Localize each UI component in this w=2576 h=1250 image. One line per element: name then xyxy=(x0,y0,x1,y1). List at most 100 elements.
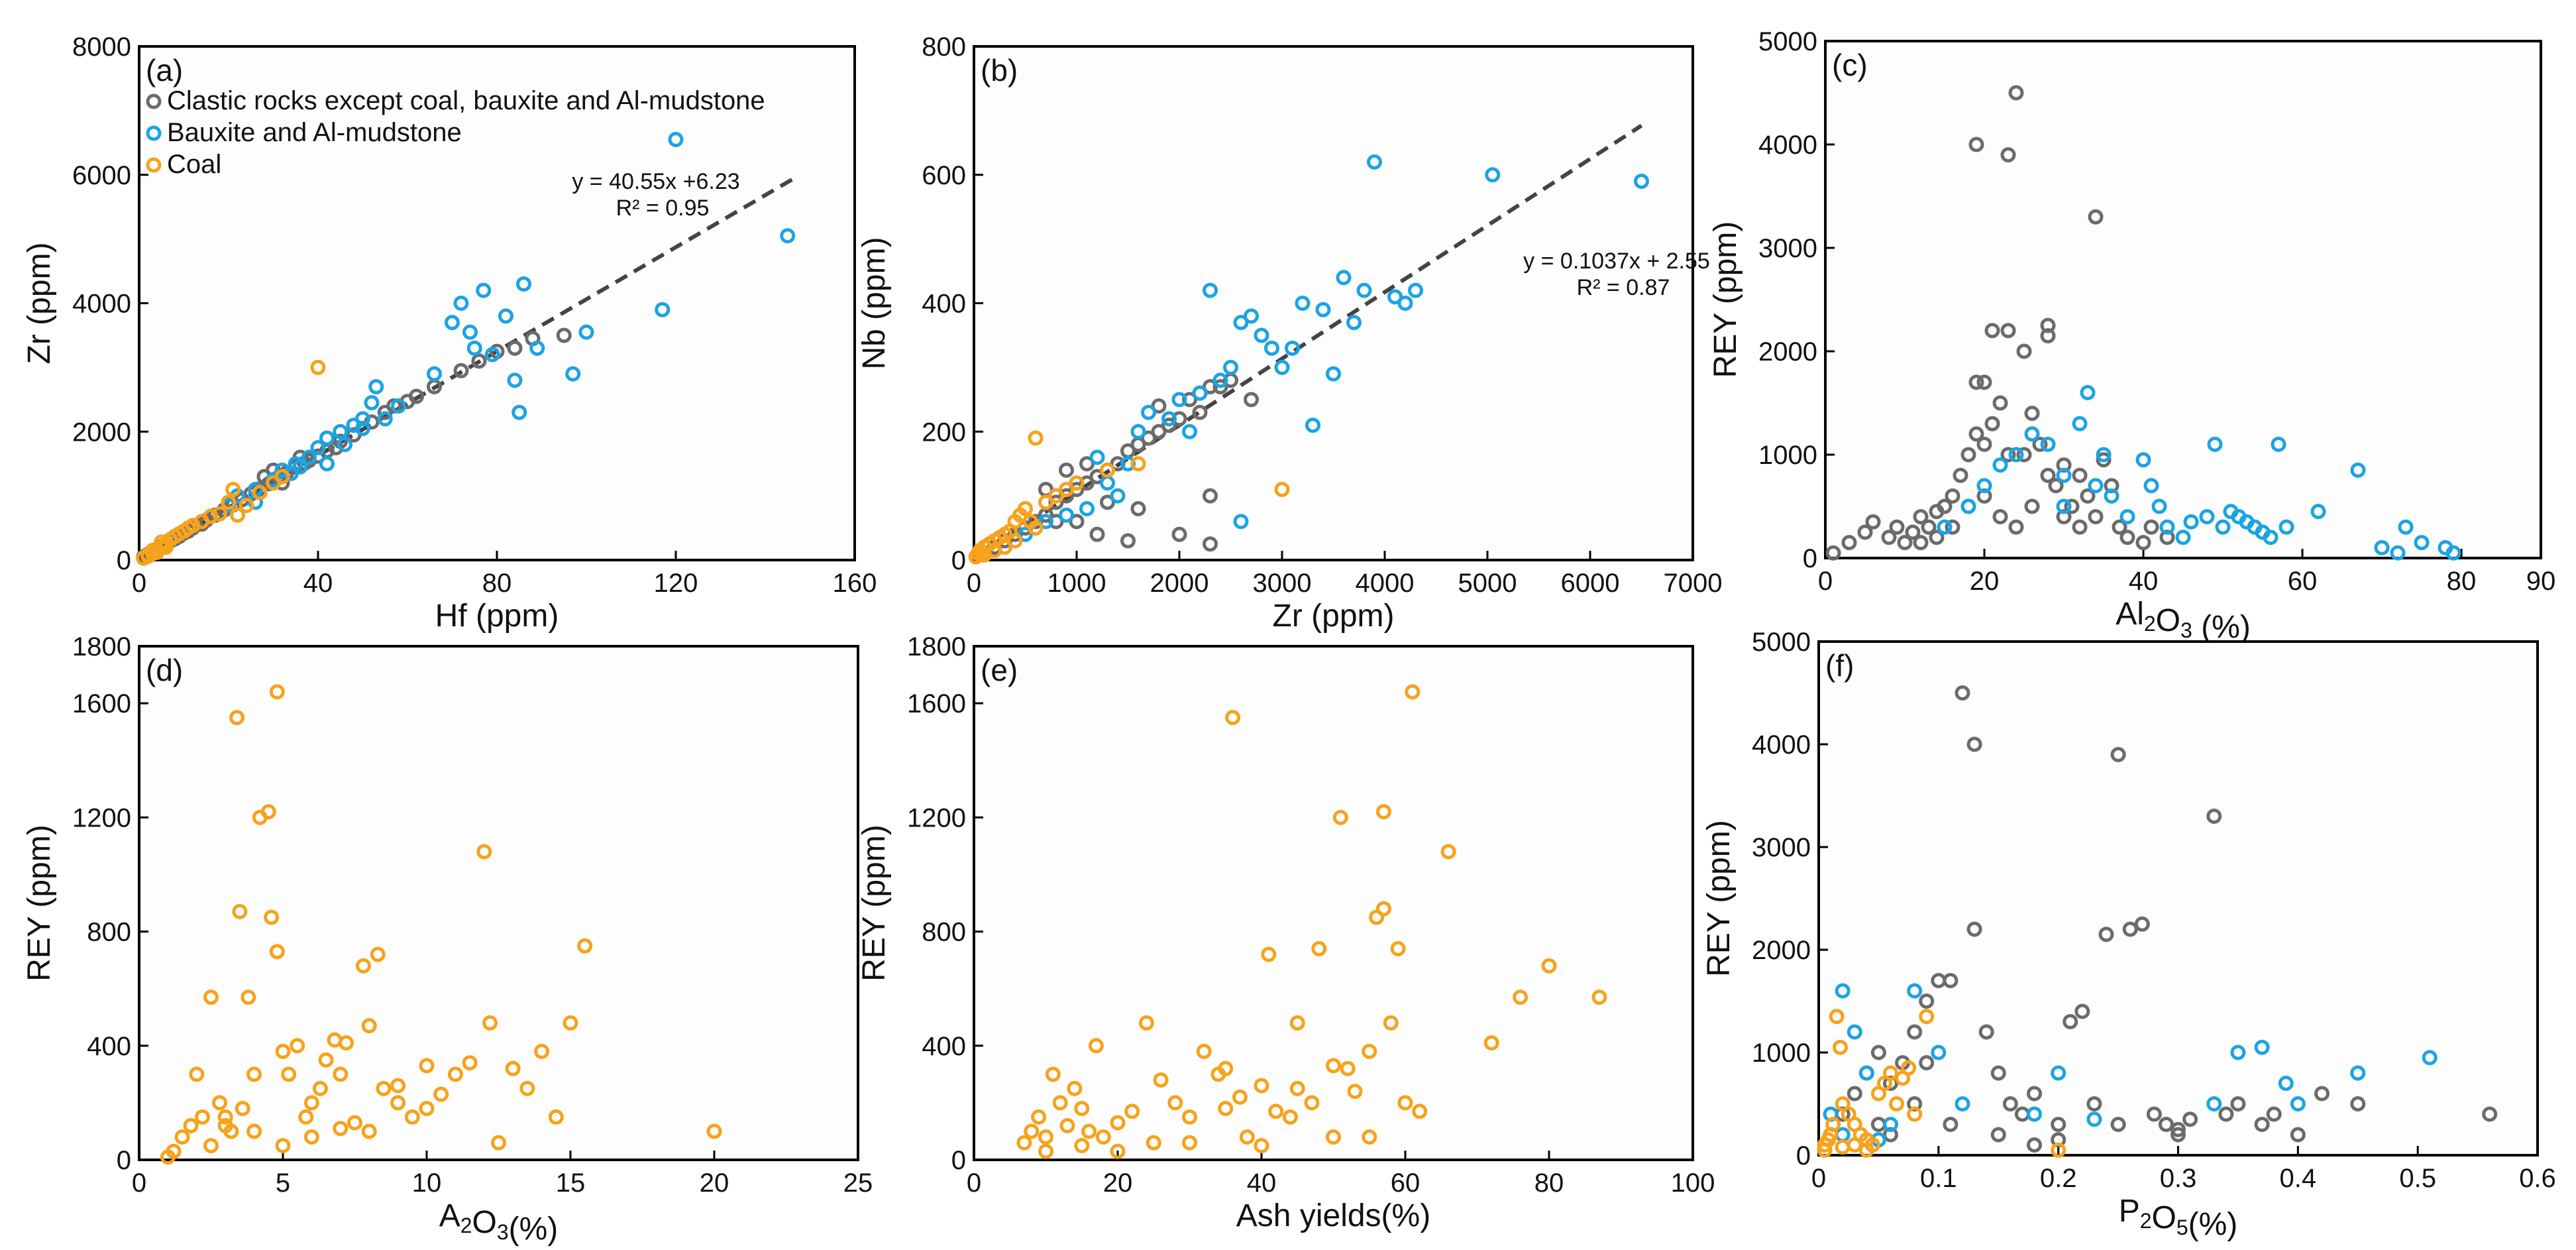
data-point xyxy=(239,498,254,514)
data-point xyxy=(1943,1117,1959,1132)
data-point xyxy=(1151,398,1167,414)
data-point xyxy=(2398,519,2414,535)
data-point xyxy=(1182,1109,1197,1125)
x-tick-label: 80 xyxy=(1534,1168,1564,1198)
data-point xyxy=(1059,481,1074,497)
data-point xyxy=(2027,1137,2042,1153)
data-point xyxy=(301,449,317,465)
data-point xyxy=(780,228,796,244)
data-point xyxy=(1408,282,1423,298)
y-tick-label: 800 xyxy=(922,918,966,947)
data-point xyxy=(1171,392,1187,408)
data-point xyxy=(298,1109,314,1125)
x-tick-label: 1000 xyxy=(1047,569,1106,598)
data-point xyxy=(1274,359,1290,375)
data-point xyxy=(1955,1096,1970,1111)
data-point xyxy=(1356,282,1372,298)
data-point xyxy=(1018,526,1033,542)
data-point xyxy=(1857,524,1873,540)
data-point xyxy=(2096,447,2112,463)
fit-r2: R² = 0.87 xyxy=(1577,275,1670,300)
data-point xyxy=(668,131,684,147)
data-point xyxy=(1261,946,1277,962)
y-axis-label: Zr (ppm) xyxy=(22,243,57,365)
data-point xyxy=(511,404,527,420)
data-point xyxy=(194,1109,210,1125)
data-point xyxy=(2063,1014,2078,1029)
data-point xyxy=(212,506,227,522)
data-point xyxy=(1591,990,1607,1005)
data-point xyxy=(319,456,335,472)
data-point xyxy=(1907,983,1923,999)
data-point xyxy=(1141,430,1156,446)
x-tick-label: 40 xyxy=(1247,1168,1277,1198)
data-point xyxy=(1024,1123,1040,1139)
legend-marker xyxy=(146,157,162,173)
data-point xyxy=(507,340,523,356)
data-point xyxy=(1192,385,1208,401)
data-point xyxy=(519,1080,535,1096)
data-point xyxy=(2230,1096,2246,1111)
x-axis-label-part: 5 xyxy=(2176,1216,2188,1239)
panel-label: (f) xyxy=(1825,648,1854,683)
data-point xyxy=(1883,1117,1898,1132)
data-point xyxy=(1089,449,1105,465)
data-point xyxy=(2350,462,2366,478)
data-point xyxy=(2086,1096,2102,1111)
x-tick-label: 90 xyxy=(2526,567,2556,596)
data-point xyxy=(1212,372,1228,388)
data-point xyxy=(404,1109,420,1125)
data-point xyxy=(2096,452,2112,468)
data-point xyxy=(2263,530,2279,545)
data-point xyxy=(1151,424,1167,439)
x-tick-label: 10 xyxy=(412,1168,442,1198)
x-tick-label: 40 xyxy=(303,569,333,598)
data-point xyxy=(2122,921,2138,937)
data-point xyxy=(1233,315,1249,331)
data-point xyxy=(2422,1050,2438,1066)
data-point xyxy=(203,990,219,1005)
data-point xyxy=(290,1038,305,1054)
data-point xyxy=(2254,1039,2270,1055)
y-tick-label: 0 xyxy=(951,546,966,575)
data-point xyxy=(1110,1143,1126,1159)
x-axis-label-part: A xyxy=(439,1198,460,1233)
x-tick-label: 60 xyxy=(1391,1168,1421,1198)
y-tick-label: 1200 xyxy=(72,803,131,832)
data-point xyxy=(1110,488,1126,504)
data-point xyxy=(337,437,352,453)
data-point xyxy=(1081,1123,1097,1139)
data-point xyxy=(1153,1072,1169,1088)
data-point xyxy=(1919,1009,1935,1025)
data-point xyxy=(2266,1106,2282,1122)
data-point xyxy=(1074,1101,1090,1116)
y-tick-label: 8000 xyxy=(72,32,131,62)
data-point xyxy=(312,1080,328,1096)
x-axis-label-part: (%) xyxy=(2192,610,2251,645)
data-point xyxy=(2032,436,2048,452)
y-tick-label: 0 xyxy=(117,546,131,575)
data-point xyxy=(246,1123,262,1139)
data-point xyxy=(1955,685,1970,701)
data-point xyxy=(1315,302,1331,317)
data-point xyxy=(1059,1117,1075,1133)
data-point xyxy=(1282,1109,1298,1125)
data-point xyxy=(2135,452,2151,468)
data-point xyxy=(529,340,545,356)
data-point xyxy=(1167,1095,1183,1111)
data-point xyxy=(2445,545,2461,561)
data-point xyxy=(1907,1024,1923,1040)
data-point xyxy=(2000,323,2016,339)
data-point xyxy=(2088,478,2104,494)
data-point xyxy=(1268,1104,1284,1119)
data-point xyxy=(516,276,531,292)
data-point xyxy=(1820,1132,1836,1148)
data-point xyxy=(2290,1096,2306,1111)
panel-label: (a) xyxy=(146,53,183,87)
data-point xyxy=(2080,488,2096,504)
data-point xyxy=(2040,328,2056,344)
data-point xyxy=(275,1137,291,1153)
x-axis-label-part: O xyxy=(472,1205,497,1240)
data-point xyxy=(338,1035,354,1051)
x-tick-label: 0 xyxy=(1818,567,1833,596)
